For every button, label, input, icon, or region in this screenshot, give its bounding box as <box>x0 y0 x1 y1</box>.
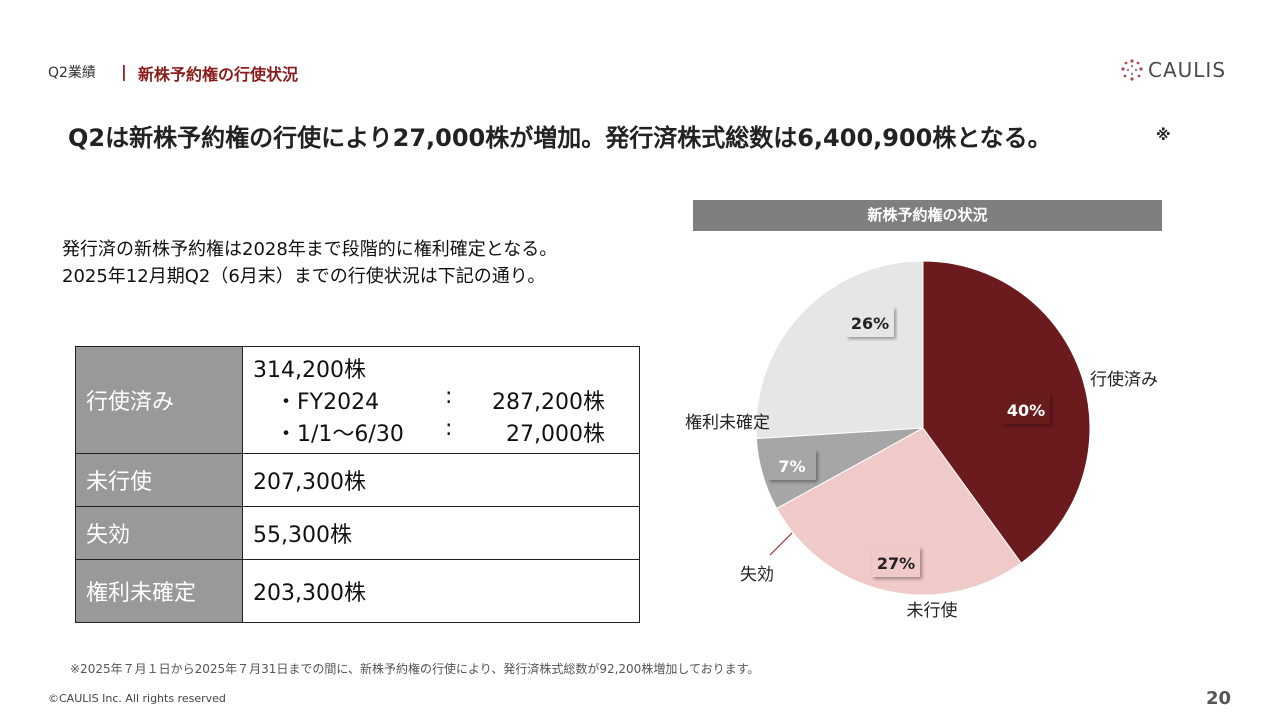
pie-percent-label: 27% <box>872 547 920 577</box>
row-value: 203,300株 <box>242 559 640 623</box>
page-number: 20 <box>1206 688 1232 709</box>
logo-mark-icon <box>1121 59 1143 81</box>
detail-key: ・FY2024 <box>275 390 380 415</box>
leader-line <box>769 532 793 556</box>
pie-slice <box>775 427 1022 596</box>
svg-text:7%: 7% <box>778 457 805 476</box>
detail-line: ・1/1～6/30 : 27,000株 <box>253 416 629 448</box>
company-logo: CAULIS <box>1120 58 1226 82</box>
pie-slice <box>755 260 924 440</box>
logo-text: CAULIS <box>1148 58 1227 82</box>
row-value: 314,200株 <box>253 358 366 383</box>
pie-percent-label: 40% <box>1002 394 1050 424</box>
detail-key: ・1/1～6/30 <box>275 422 404 447</box>
row-label: 失効 <box>75 506 243 560</box>
pie-category-label: 未行使 <box>907 600 958 621</box>
detail-line: ・FY2024 : 287,200株 <box>253 384 629 416</box>
svg-text:40%: 40% <box>1007 401 1045 420</box>
page-headline: Q2は新株予約権の行使により27,000株が増加。発行済株式総数は6,400,9… <box>68 124 1052 152</box>
description-line-2: 2025年12月期Q2（6月末）までの行使状況は下記の通り。 <box>62 266 546 287</box>
copyright: ©CAULIS Inc. All rights reserved <box>48 692 226 705</box>
headline-note-mark: ※ <box>1156 126 1171 144</box>
detail-value: 287,200株 <box>492 390 605 415</box>
row-label: 行使済み <box>75 346 243 454</box>
pie-category-label: 行使済み <box>1090 369 1158 390</box>
table-row-exercised: 行使済み 314,200株 ・FY2024 : 287,200株 ・1/1～6/… <box>75 346 640 454</box>
section-label: Q2業績 <box>48 65 96 81</box>
chart-title: 新株予約権の状況 <box>693 200 1162 231</box>
pie-percent-label: 7% <box>768 450 816 480</box>
row-value: 55,300株 <box>242 506 640 560</box>
table-row-unexercised: 未行使 207,300株 <box>75 453 640 507</box>
row-value: 207,300株 <box>242 453 640 507</box>
description-line-1: 発行済の新株予約権は2028年まで段階的に権利確定となる。 <box>62 239 558 260</box>
svg-text:27%: 27% <box>877 554 915 573</box>
warrant-status-table: 行使済み 314,200株 ・FY2024 : 287,200株 ・1/1～6/… <box>75 346 640 623</box>
svg-text:26%: 26% <box>851 314 889 333</box>
table-row-unvested: 権利未確定 203,300株 <box>75 559 640 623</box>
row-label: 未行使 <box>75 453 243 507</box>
pie-category-label: 失効 <box>740 565 774 585</box>
detail-value: 27,000株 <box>506 422 605 447</box>
row-value-cell: 314,200株 ・FY2024 : 287,200株 ・1/1～6/30 : … <box>242 346 640 454</box>
row-label: 権利未確定 <box>75 559 243 623</box>
footnote: ※2025年７月１日から2025年７月31日までの間に、新株予約権の行使により、… <box>70 662 760 676</box>
table-row-expired: 失効 55,300株 <box>75 506 640 560</box>
description: 発行済の新株予約権は2028年まで段階的に権利確定となる。 2025年12月期Q… <box>62 236 557 290</box>
detail-colon: : <box>445 384 453 409</box>
pie-percent-label: 26% <box>846 307 894 337</box>
detail-colon: : <box>445 416 453 441</box>
section-separator: | <box>121 62 127 81</box>
pie-category-label: 権利未確定 <box>685 413 770 433</box>
section-title: 新株予約権の行使状況 <box>138 65 299 84</box>
